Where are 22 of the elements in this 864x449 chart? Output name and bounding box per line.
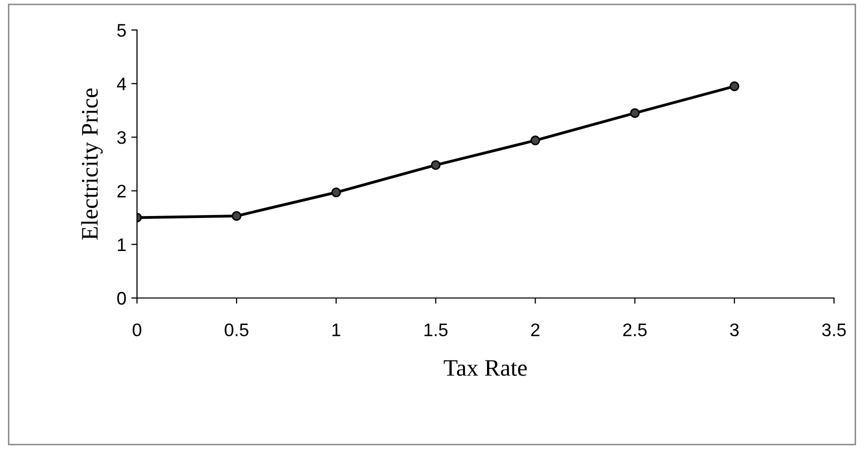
point (331, 188, 342, 198)
x-tick-label: 0 (132, 323, 142, 336)
point (430, 160, 441, 170)
y-tick-label: 1 (118, 238, 126, 251)
x-tick-label: 1.5 (424, 324, 448, 336)
y-axis-title: Electricity Price (81, 88, 103, 240)
x-tick-label: 1 (332, 324, 340, 336)
x-tick-label: 0.5 (224, 323, 248, 336)
y-tick-label: 0 (117, 292, 126, 305)
x-tick-label: 3.5 (822, 323, 846, 336)
point (730, 81, 740, 92)
x-tick-label: 3 (730, 323, 739, 336)
point (630, 108, 640, 118)
x-axis-title: Tax Rate (444, 360, 527, 376)
point (232, 211, 242, 221)
y-tick-label: 5 (117, 24, 126, 37)
x-tick-label: 2 (531, 323, 540, 336)
y-tick-label: 4 (116, 78, 126, 90)
point (530, 136, 540, 146)
x-tick-label: 2.5 (623, 323, 647, 336)
y-tick-label: 3 (117, 131, 126, 144)
y-tick-label: 2 (117, 184, 126, 198)
